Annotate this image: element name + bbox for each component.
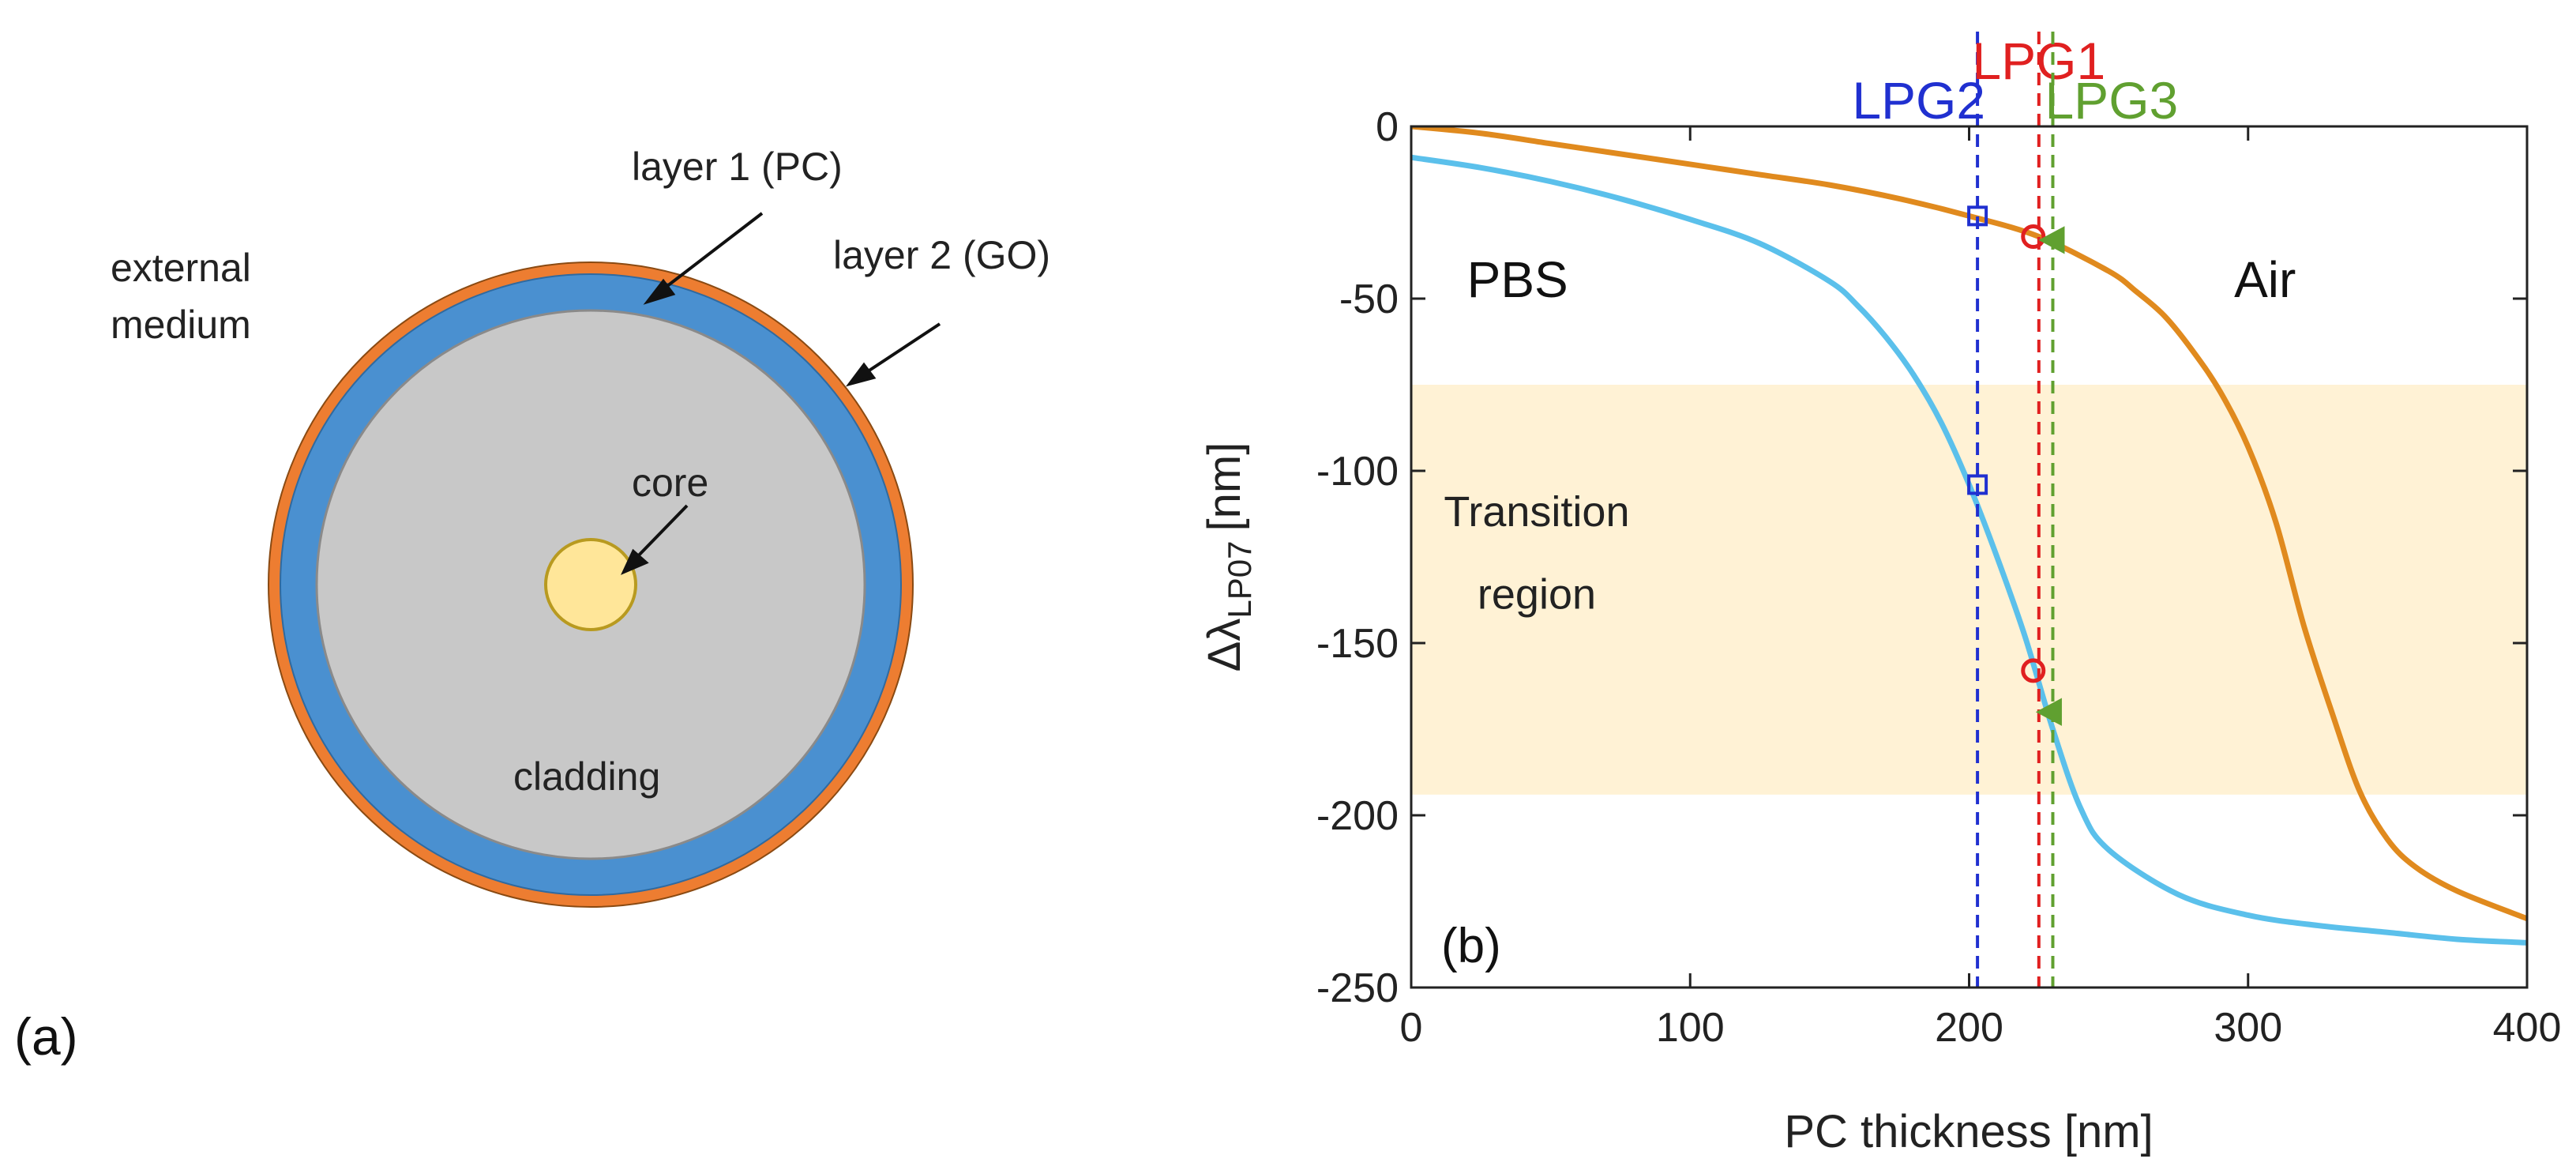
x-tick-label: 200 (1935, 1005, 2003, 1051)
layer1-arrowhead (643, 278, 676, 305)
transition-band (1411, 385, 2527, 795)
y-tick-label: -150 (1316, 621, 1399, 667)
layer2-label: layer 2 (GO) (833, 233, 1050, 277)
y-axis-label-main: Δλ (1199, 619, 1250, 672)
core-arrow (630, 504, 689, 564)
layer1-arrow (655, 212, 764, 295)
marker-triangle-4 (2038, 226, 2065, 254)
region-label-air: Air (2234, 251, 2296, 308)
panel-a-label: (a) (14, 1007, 78, 1066)
marker-circle-2 (2021, 224, 2046, 250)
marker-layer (1967, 205, 2065, 726)
core-disk (544, 538, 637, 631)
y-tick-label: 0 (1376, 104, 1399, 150)
y-axis-label: ΔλLP07 [nm] (1199, 442, 1258, 672)
arrows (621, 212, 941, 575)
label-layer: PBS Air (1467, 251, 2296, 308)
external-medium-label-line2: medium (111, 303, 251, 347)
core-arrowhead (621, 548, 649, 575)
core-label: core (632, 461, 708, 505)
x-tick-label: 300 (2214, 1005, 2282, 1051)
region-label-pbs: PBS (1467, 251, 1568, 308)
x-tick-label: 400 (2493, 1005, 2562, 1051)
y-tick-label: -50 (1339, 277, 1399, 322)
marker-square-0 (1967, 205, 1988, 227)
tick-layer: 0 100 200 300 400 0 -50 -100 -150 -200 -250 (1316, 104, 2561, 1051)
external-medium-label-line1: external (111, 246, 251, 290)
layer2-arrowhead (845, 362, 877, 387)
series-line-air (1411, 126, 2527, 922)
y-tick-label: -100 (1316, 449, 1399, 495)
transition-label-line1: Transition (1444, 488, 1629, 536)
y-axis-label-sub: LP07 (1221, 540, 1258, 618)
marker-square-1 (1967, 474, 1988, 495)
cladding-label: cladding (513, 754, 660, 799)
transition-label-line2: region (1478, 570, 1596, 618)
x-tick-label: 0 (1400, 1005, 1423, 1051)
series-layer (1411, 126, 2527, 946)
series-line-pbs (1411, 154, 2527, 946)
vline-label-lpg2: LPG2 (1852, 71, 1985, 130)
vline-label-lpg3: LPG3 (2045, 71, 2178, 130)
x-tick-label: 100 (1656, 1005, 1725, 1051)
marker-circle-3 (2021, 658, 2046, 683)
marker-triangle-5 (2035, 698, 2062, 726)
layer2-arrow (859, 322, 941, 378)
y-tick-label: -250 (1316, 965, 1399, 1011)
panel-b-label: (b) (1441, 919, 1501, 973)
layer1-label: layer 1 (PC) (632, 145, 843, 189)
panel-a: external medium layer 1 (PC) layer 2 (GO… (6, 145, 1128, 1106)
x-axis-label: PC thickness [nm] (1784, 1106, 2153, 1157)
vline-label-lpg1: LPG1 (1972, 32, 2105, 90)
y-tick-label: -200 (1316, 793, 1399, 839)
y-axis-label-unit: [nm] (1199, 442, 1250, 532)
